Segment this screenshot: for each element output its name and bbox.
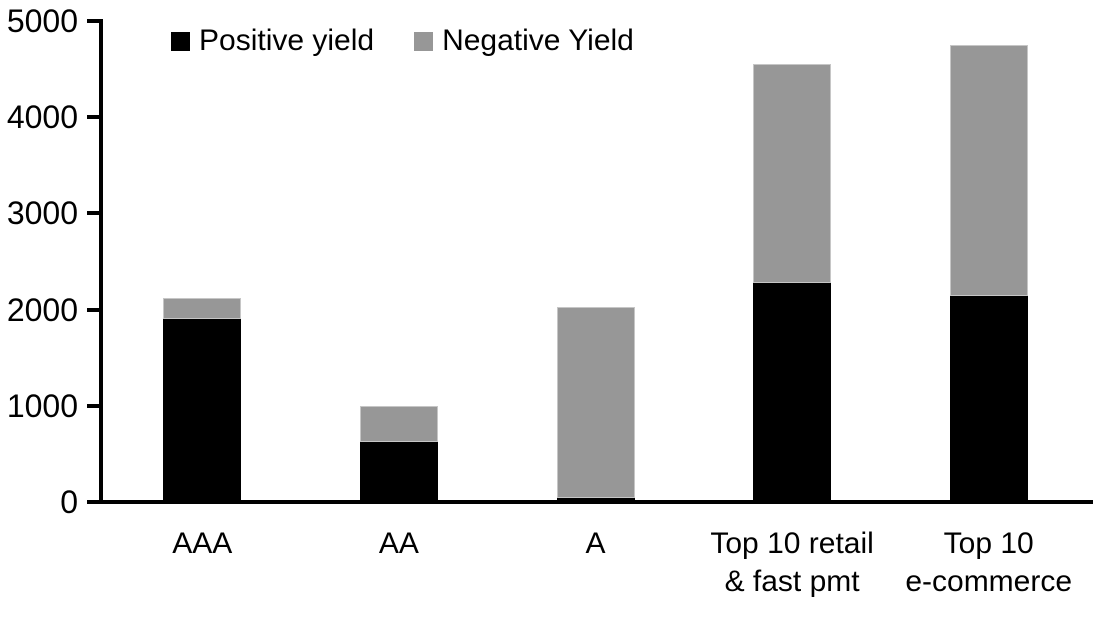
x-axis-label-top-10-e-commerce: Top 10 e-commerce bbox=[905, 527, 1073, 598]
bar-a-positive-yield bbox=[556, 498, 635, 502]
y-axis-tick bbox=[87, 403, 99, 408]
y-axis-tick bbox=[87, 500, 99, 504]
x-axis-label-aa: AA bbox=[378, 527, 419, 560]
y-axis-tick bbox=[87, 19, 99, 23]
y-axis-tick bbox=[87, 307, 99, 312]
legend-swatch-negative-yield bbox=[414, 31, 434, 51]
y-tick-label: 1000 bbox=[6, 387, 78, 424]
bar-top-10-e-commerce-negative-yield bbox=[949, 45, 1028, 297]
y-axis-tick bbox=[87, 115, 99, 120]
y-axis-tick bbox=[87, 211, 99, 216]
y-tick-label: 0 bbox=[60, 484, 78, 520]
bar-aa-positive-yield bbox=[359, 442, 438, 502]
y-tick-label: 4000 bbox=[6, 99, 78, 136]
bar-aa-negative-yield bbox=[359, 405, 438, 443]
x-axis-label-a: A bbox=[585, 527, 606, 560]
y-tick-label: 5000 bbox=[6, 3, 78, 39]
y-axis-line bbox=[99, 19, 103, 504]
x-axis-label-aaa: AAA bbox=[172, 527, 233, 560]
bar-top-10-retail-fast-pmt-positive-yield bbox=[753, 282, 832, 502]
legend-swatch-positive-yield bbox=[171, 31, 190, 51]
bar-aaa-positive-yield bbox=[163, 319, 242, 502]
bar-a-negative-yield bbox=[556, 306, 635, 499]
legend-label: Negative Yield bbox=[442, 24, 634, 57]
bar-aaa-negative-yield bbox=[163, 298, 242, 320]
y-tick-label: 3000 bbox=[6, 195, 78, 232]
legend-label: Positive yield bbox=[199, 24, 375, 57]
y-tick-label: 2000 bbox=[6, 291, 78, 328]
x-axis-label-top-10-retail-fast-pmt: Top 10 retail & fast pmt bbox=[710, 527, 874, 598]
chart-legend: Positive yield Negative Yield bbox=[171, 26, 634, 56]
x-axis-line bbox=[99, 500, 1093, 504]
bar-top-10-e-commerce-positive-yield bbox=[949, 296, 1028, 502]
legend-item-negative-yield: Negative Yield bbox=[414, 26, 634, 56]
legend-item-positive-yield: Positive yield bbox=[171, 26, 374, 56]
bar-top-10-retail-fast-pmt-negative-yield bbox=[753, 64, 832, 283]
